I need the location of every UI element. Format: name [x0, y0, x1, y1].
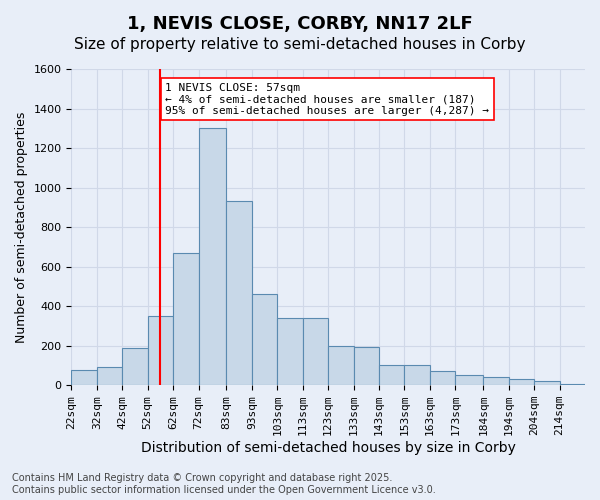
Bar: [148, 316, 173, 385]
Bar: [353, 346, 379, 385]
Bar: [252, 294, 277, 385]
X-axis label: Distribution of semi-detached houses by size in Corby: Distribution of semi-detached houses by …: [141, 441, 515, 455]
Text: 1 NEVIS CLOSE: 57sqm
← 4% of semi-detached houses are smaller (187)
95% of semi-: 1 NEVIS CLOSE: 57sqm ← 4% of semi-detach…: [166, 83, 490, 116]
Bar: [483, 378, 509, 385]
Bar: [173, 253, 199, 385]
Bar: [404, 366, 430, 385]
Bar: [71, 370, 97, 385]
Bar: [122, 348, 148, 385]
Bar: [379, 366, 404, 385]
Bar: [226, 202, 252, 385]
Bar: [328, 346, 353, 385]
Bar: [430, 372, 455, 385]
Bar: [509, 380, 534, 385]
Bar: [97, 368, 122, 385]
Bar: [534, 382, 560, 385]
Bar: [303, 318, 328, 385]
Text: Contains HM Land Registry data © Crown copyright and database right 2025.
Contai: Contains HM Land Registry data © Crown c…: [12, 474, 436, 495]
Bar: [560, 384, 585, 385]
Bar: [277, 318, 303, 385]
Bar: [199, 128, 226, 385]
Text: Size of property relative to semi-detached houses in Corby: Size of property relative to semi-detach…: [74, 38, 526, 52]
Bar: [455, 376, 483, 385]
Y-axis label: Number of semi-detached properties: Number of semi-detached properties: [15, 112, 28, 343]
Text: 1, NEVIS CLOSE, CORBY, NN17 2LF: 1, NEVIS CLOSE, CORBY, NN17 2LF: [127, 15, 473, 33]
